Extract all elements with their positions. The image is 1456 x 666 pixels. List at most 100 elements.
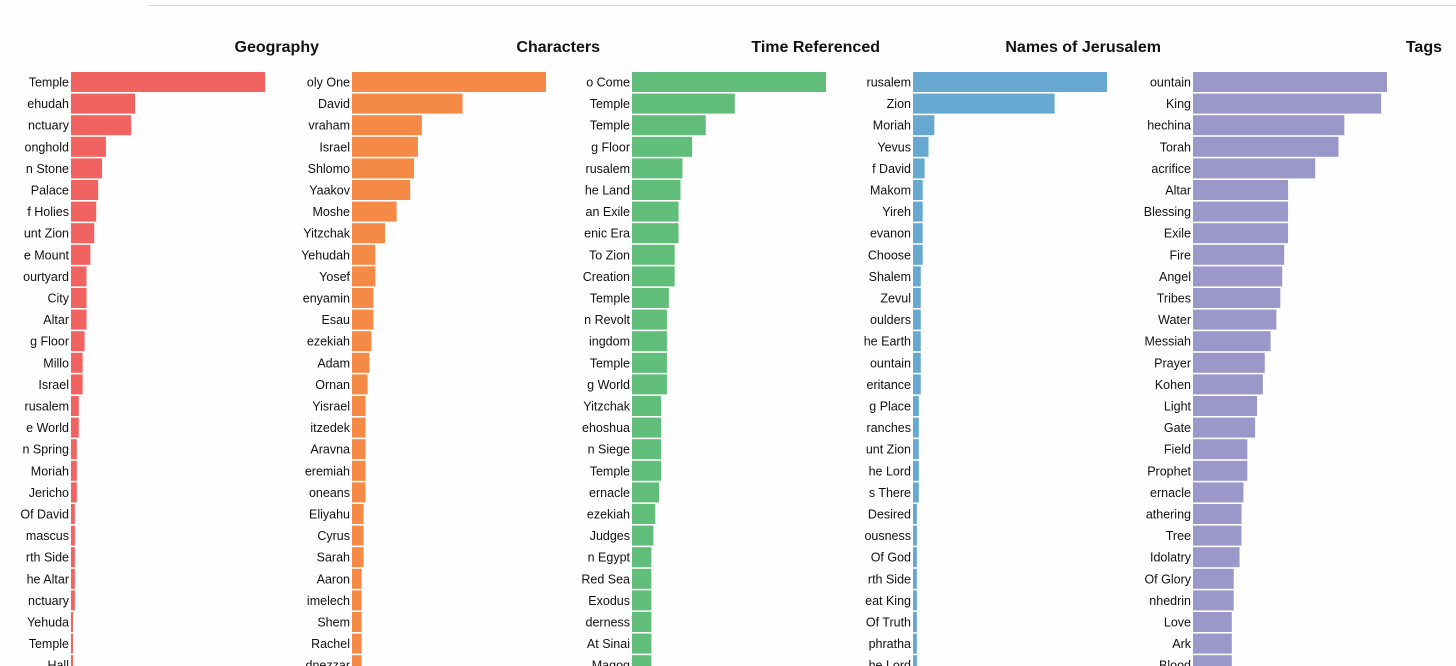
bar[interactable] (913, 590, 917, 611)
bar[interactable] (632, 633, 652, 654)
bar[interactable] (632, 504, 656, 524)
bar[interactable] (913, 136, 929, 157)
bar[interactable] (913, 72, 1107, 92)
bar[interactable] (1193, 374, 1263, 395)
bar[interactable] (71, 266, 87, 287)
bar[interactable] (913, 93, 1055, 114)
bar[interactable] (71, 93, 136, 114)
bar[interactable] (913, 115, 935, 136)
bar[interactable] (913, 331, 921, 352)
bar[interactable] (1193, 482, 1244, 503)
bar[interactable] (352, 547, 364, 568)
bar[interactable] (913, 460, 919, 481)
bar[interactable] (913, 655, 917, 666)
bar[interactable] (632, 115, 706, 136)
bar[interactable] (71, 72, 265, 92)
bar[interactable] (1193, 396, 1258, 416)
bar[interactable] (632, 158, 683, 179)
bar[interactable] (913, 180, 923, 200)
bar[interactable] (352, 309, 374, 330)
bar[interactable] (71, 504, 75, 524)
bar[interactable] (1193, 612, 1232, 632)
bar[interactable] (352, 417, 366, 438)
bar[interactable] (632, 655, 652, 666)
bar[interactable] (71, 158, 103, 179)
bar[interactable] (71, 374, 83, 395)
bar[interactable] (913, 439, 919, 460)
bar[interactable] (1193, 288, 1281, 308)
bar[interactable] (1193, 136, 1339, 157)
bar[interactable] (352, 525, 364, 546)
bar[interactable] (913, 309, 921, 330)
bar[interactable] (71, 331, 85, 352)
bar[interactable] (352, 223, 385, 244)
bar[interactable] (632, 590, 652, 611)
bar[interactable] (352, 460, 366, 481)
bar[interactable] (632, 417, 662, 438)
bar[interactable] (913, 504, 917, 524)
bar[interactable] (71, 525, 75, 546)
bar[interactable] (352, 115, 422, 136)
bar[interactable] (632, 482, 660, 503)
bar[interactable] (71, 655, 73, 666)
bar[interactable] (913, 568, 917, 589)
bar[interactable] (913, 633, 917, 654)
bar[interactable] (71, 136, 106, 157)
bar[interactable] (1193, 352, 1265, 373)
bar[interactable] (71, 547, 75, 568)
bar[interactable] (913, 244, 923, 265)
bar[interactable] (352, 352, 370, 373)
bar[interactable] (913, 396, 919, 416)
bar[interactable] (1193, 72, 1387, 92)
bar[interactable] (352, 568, 362, 589)
bar[interactable] (71, 417, 79, 438)
bar[interactable] (1193, 460, 1248, 481)
bar[interactable] (632, 439, 662, 460)
bar[interactable] (1193, 547, 1240, 568)
bar[interactable] (352, 72, 546, 92)
bar[interactable] (913, 201, 923, 222)
bar[interactable] (352, 266, 376, 287)
bar[interactable] (913, 374, 921, 395)
bar[interactable] (352, 612, 362, 632)
bar[interactable] (632, 223, 679, 244)
bar[interactable] (1193, 525, 1242, 546)
bar[interactable] (352, 655, 362, 666)
bar[interactable] (71, 201, 97, 222)
bar[interactable] (632, 244, 675, 265)
bar[interactable] (1193, 180, 1289, 200)
bar[interactable] (1193, 504, 1242, 524)
bar[interactable] (632, 288, 669, 308)
bar[interactable] (352, 374, 368, 395)
bar[interactable] (71, 352, 83, 373)
bar[interactable] (71, 633, 73, 654)
bar[interactable] (1193, 309, 1277, 330)
bar[interactable] (632, 460, 662, 481)
bar[interactable] (71, 439, 77, 460)
bar[interactable] (632, 547, 652, 568)
bar[interactable] (632, 374, 667, 395)
bar[interactable] (1193, 266, 1283, 287)
bar[interactable] (632, 612, 652, 632)
bar[interactable] (71, 460, 77, 481)
bar[interactable] (1193, 158, 1316, 179)
bar[interactable] (632, 396, 662, 416)
bar[interactable] (352, 504, 364, 524)
bar[interactable] (913, 612, 917, 632)
bar[interactable] (632, 180, 681, 200)
bar[interactable] (71, 482, 77, 503)
bar[interactable] (913, 223, 923, 244)
bar[interactable] (632, 331, 667, 352)
bar[interactable] (1193, 115, 1345, 136)
bar[interactable] (352, 590, 362, 611)
bar[interactable] (352, 158, 415, 179)
bar[interactable] (1193, 331, 1271, 352)
bar[interactable] (1193, 590, 1234, 611)
bar[interactable] (71, 223, 95, 244)
bar[interactable] (913, 288, 921, 308)
bar[interactable] (913, 266, 921, 287)
bar[interactable] (1193, 655, 1232, 666)
bar[interactable] (1193, 633, 1232, 654)
bar[interactable] (913, 158, 925, 179)
bar[interactable] (1193, 201, 1289, 222)
